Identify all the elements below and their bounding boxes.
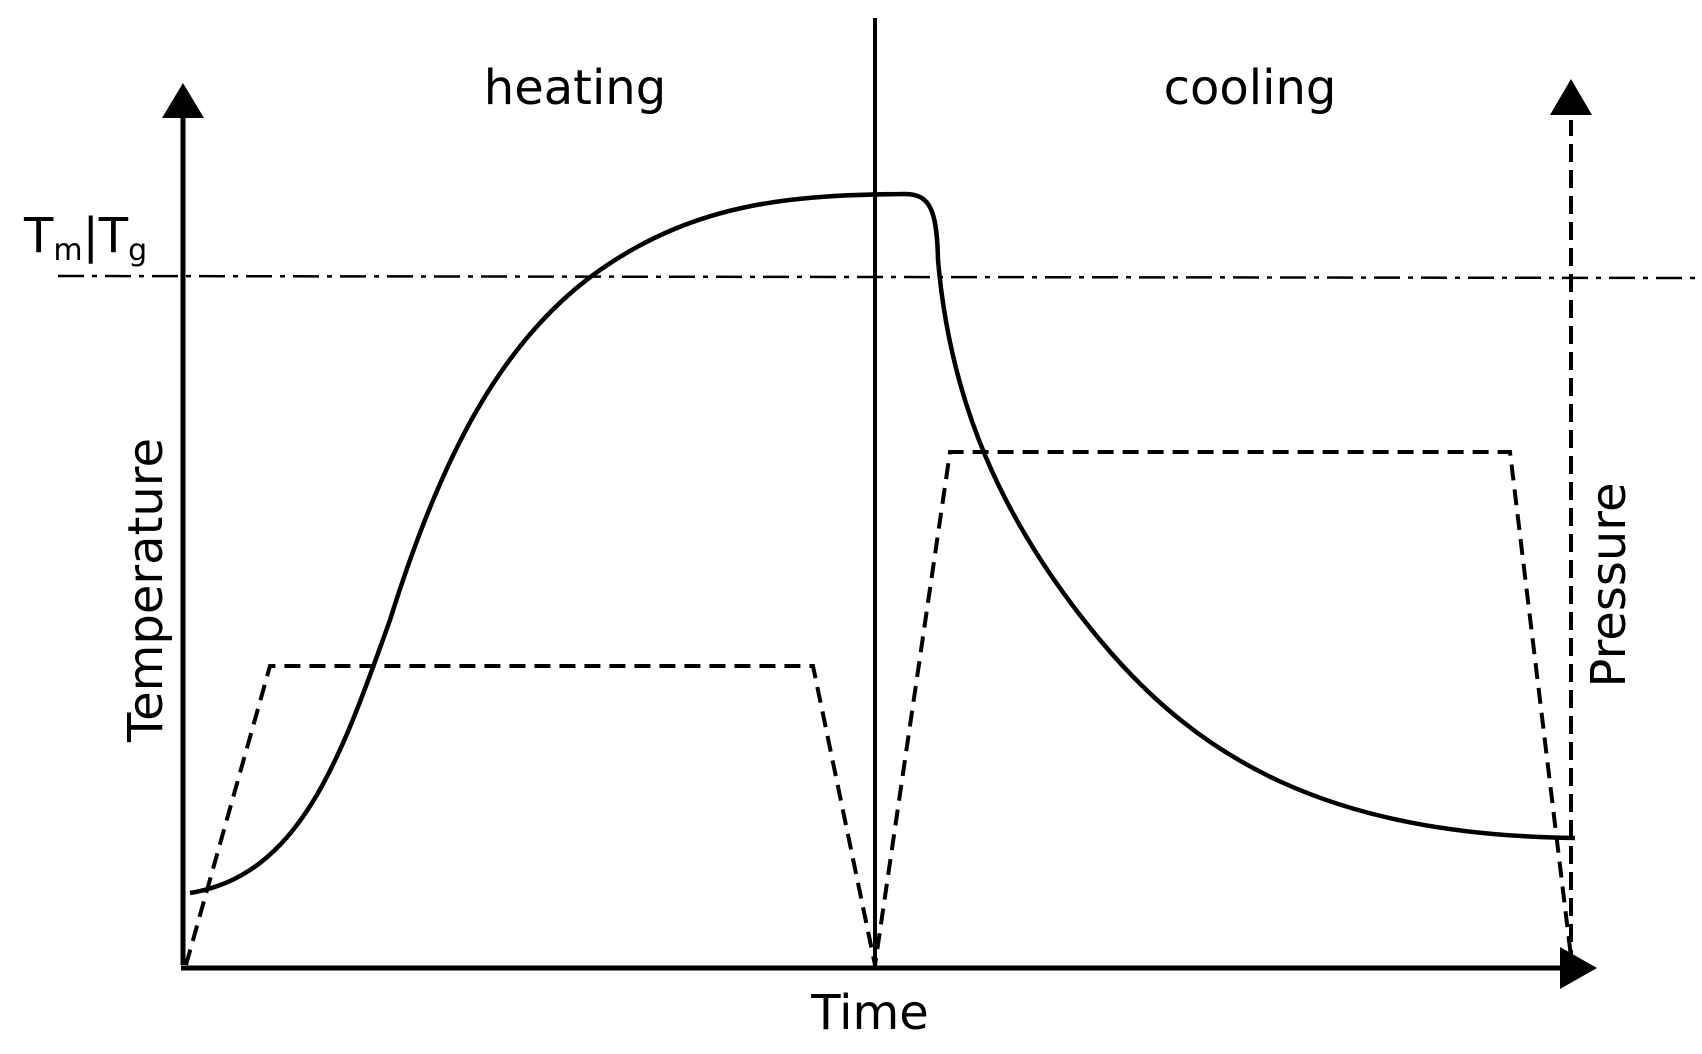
- threshold-label-base2: T: [98, 208, 129, 264]
- cooling-label: cooling: [1164, 60, 1337, 116]
- y-axis-right-label: Pressure: [1581, 483, 1637, 688]
- heating-label: heating: [484, 60, 666, 116]
- y-axis-left-arrowhead: [162, 83, 204, 118]
- pressure-curve: [184, 450, 1574, 966]
- x-axis-label: Time: [810, 985, 928, 1041]
- threshold-label: Tm|Tg: [23, 208, 147, 268]
- threshold-label-sub2: g: [128, 233, 147, 268]
- threshold-line: [57, 274, 1696, 280]
- y-axis-left-label: Temperature: [118, 438, 174, 743]
- temperature-curve: [189, 191, 1576, 896]
- threshold-label-base1: T: [23, 208, 54, 264]
- y-axis-right-arrowhead: [1550, 79, 1592, 115]
- x-axis-arrowhead: [1560, 947, 1597, 989]
- threshold-label-sub1: m: [53, 233, 82, 268]
- threshold-label-separator: |: [83, 208, 99, 264]
